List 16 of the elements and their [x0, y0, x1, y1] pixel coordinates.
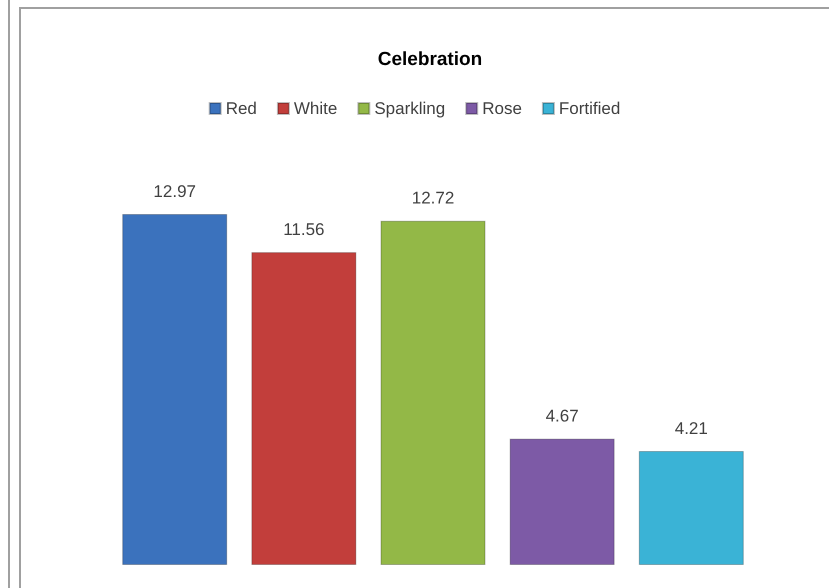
data-label: 11.56 [283, 220, 324, 240]
legend-label: Red [226, 99, 257, 118]
bar [380, 220, 486, 565]
legend-label: Sparkling [374, 99, 446, 118]
legend-label: Rose [482, 99, 522, 118]
bar [510, 438, 615, 565]
bar [638, 451, 744, 565]
legend-label: White [294, 99, 338, 118]
data-label: 12.97 [153, 182, 196, 201]
legend-label: Fortified [558, 99, 620, 118]
bar [251, 252, 356, 565]
bar [122, 214, 228, 565]
data-label: 4.21 [674, 419, 708, 438]
data-label: 4.67 [546, 406, 579, 426]
data-label: 12.72 [412, 188, 454, 208]
chart-title: Celebration [378, 49, 482, 70]
